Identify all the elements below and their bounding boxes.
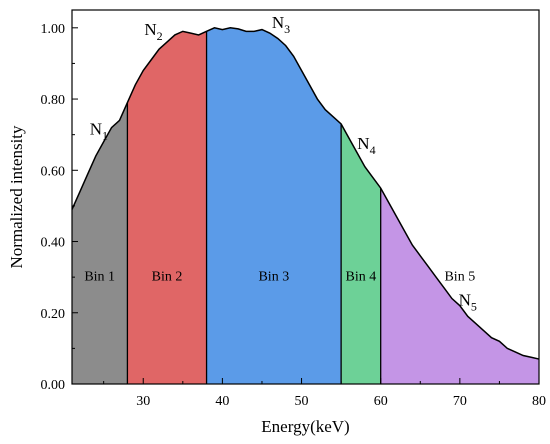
x-tick-label: 40 bbox=[215, 394, 229, 409]
y-tick-label: 0.40 bbox=[41, 236, 66, 251]
bin-area-2 bbox=[127, 31, 207, 385]
bin-area-1 bbox=[72, 102, 128, 385]
bin-label-5: Bin 5 bbox=[444, 270, 475, 285]
x-tick-label: 70 bbox=[453, 394, 467, 409]
annotation-n1: N1 bbox=[90, 120, 108, 143]
annotation-n3: N3 bbox=[272, 13, 290, 36]
x-tick-label: 80 bbox=[532, 394, 546, 409]
bin-label-2: Bin 2 bbox=[152, 270, 183, 285]
x-axis-title: Energy(keV) bbox=[261, 417, 349, 436]
y-axis-title: Normalized intensity bbox=[7, 125, 26, 269]
x-axis: 30 40 50 60 70 80 bbox=[103, 378, 546, 409]
y-axis: 0.00 0.20 0.40 0.60 0.80 1.00 bbox=[41, 22, 78, 393]
y-tick-label: 0.20 bbox=[41, 307, 66, 322]
bin-label-4: Bin 4 bbox=[346, 270, 377, 285]
x-tick-label: 60 bbox=[374, 394, 388, 409]
annotation-n5: N5 bbox=[459, 291, 477, 314]
bin-dividers bbox=[126, 31, 382, 384]
bin-area-4 bbox=[341, 123, 381, 384]
plot-frame bbox=[71, 9, 540, 385]
y-tick-label: 1.00 bbox=[41, 22, 66, 37]
bin-area-3 bbox=[206, 27, 342, 385]
bin-labels: Bin 1 Bin 2 Bin 3 Bin 4 Bin 5 bbox=[84, 270, 475, 285]
bin-area-5 bbox=[380, 188, 539, 384]
y-tick-label: 0.60 bbox=[41, 164, 66, 179]
y-tick-label: 0.80 bbox=[41, 93, 66, 108]
y-tick-label: 0.00 bbox=[41, 378, 66, 393]
bin-fills bbox=[72, 27, 539, 385]
x-tick-label: 30 bbox=[136, 394, 150, 409]
annotation-n2: N2 bbox=[144, 20, 162, 43]
annotation-labels: N1 N2 N3 N4 N5 bbox=[90, 13, 477, 314]
x-tick-label: 50 bbox=[295, 394, 309, 409]
bin-label-3: Bin 3 bbox=[258, 270, 289, 285]
annotation-n4: N4 bbox=[357, 134, 375, 157]
intensity-curve bbox=[71, 27, 540, 360]
bin-label-1: Bin 1 bbox=[84, 270, 115, 285]
